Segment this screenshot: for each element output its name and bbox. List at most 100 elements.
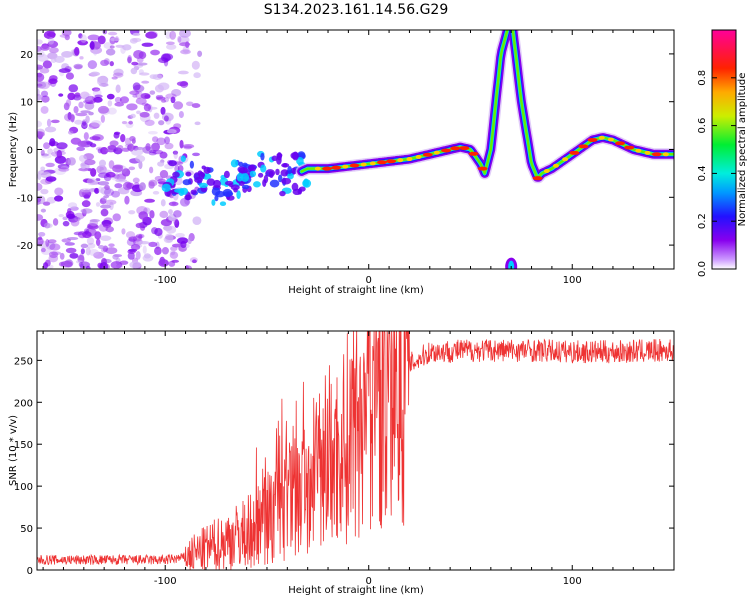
noise-blob <box>148 181 155 189</box>
noise-blob <box>48 251 59 259</box>
ridge-blob <box>296 156 304 165</box>
ridge-hotspot <box>331 165 342 170</box>
figure-title: S134.2023.161.14.56.G29 <box>264 2 449 18</box>
noise-blob <box>143 253 151 259</box>
noise-blob <box>78 167 90 172</box>
noise-blob <box>54 155 67 164</box>
noise-blob <box>45 239 50 247</box>
noise-blob <box>160 106 166 115</box>
noise-blob <box>110 37 120 42</box>
noise-blob <box>41 95 50 103</box>
noise-blob <box>120 133 126 143</box>
noise-blob <box>132 32 141 36</box>
noise-blob <box>89 40 95 50</box>
noise-blob <box>84 96 97 105</box>
ridge-blob <box>222 188 233 198</box>
noise-blob <box>97 76 102 85</box>
noise-blob <box>61 63 70 70</box>
ridge-blob <box>257 172 264 178</box>
noise-blob <box>87 60 98 70</box>
ridge-blob <box>292 151 299 161</box>
noise-blob <box>98 159 107 167</box>
noise-blob <box>98 223 109 232</box>
noise-blob <box>115 84 121 93</box>
noise-blob <box>97 181 110 186</box>
noise-blob <box>132 82 141 91</box>
noise-blob <box>99 262 109 269</box>
ridge-blob <box>198 171 205 180</box>
noise-blob <box>67 202 78 209</box>
noise-blob <box>158 259 169 267</box>
ridge-blob <box>206 178 216 186</box>
noise-blob <box>44 259 51 267</box>
noise-blob <box>100 208 109 217</box>
ridge-blob <box>287 166 292 175</box>
noise-blob <box>138 241 150 245</box>
noise-blob <box>166 129 177 134</box>
noise-blob <box>58 213 64 218</box>
ridge-blob <box>297 151 306 159</box>
noise-blob <box>169 30 177 40</box>
noise-blob <box>135 155 146 163</box>
ridge-blob <box>282 163 288 168</box>
ridge-blob <box>224 180 234 186</box>
snr-axes: -100 0 100 0 50 100 150 200 250 <box>14 331 675 587</box>
noise-blob <box>50 119 60 124</box>
noise-blob <box>65 247 77 254</box>
noise-blob <box>172 150 179 155</box>
noise-blob <box>158 120 165 126</box>
noise-blob <box>104 199 117 205</box>
ridge-hotspot <box>360 162 367 167</box>
ridge-blob <box>275 168 280 176</box>
noise-blob <box>187 237 192 245</box>
noise-blob <box>37 39 43 45</box>
noise-blob <box>85 247 91 256</box>
noise-blob <box>115 178 128 183</box>
noise-blob <box>39 68 50 74</box>
noise-blob <box>65 99 72 107</box>
noise-blob <box>97 105 109 114</box>
noise-blob <box>112 72 124 78</box>
noise-blob <box>191 103 201 109</box>
noise-blob <box>144 119 155 126</box>
noise-blob <box>170 249 176 256</box>
y-tick-label: 10 <box>20 98 33 109</box>
ridge-blob <box>260 152 265 161</box>
ridge-blob <box>180 155 186 162</box>
noise-blob <box>153 112 160 119</box>
ridge-blob <box>287 172 294 180</box>
noise-blob <box>98 172 110 179</box>
noise-blob <box>105 226 114 233</box>
ridge-blob <box>240 172 250 182</box>
noise-blob <box>102 223 112 228</box>
noise-blob <box>40 149 45 156</box>
noise-blob <box>80 188 92 193</box>
noise-blob <box>185 265 192 269</box>
noise-blob <box>161 246 169 255</box>
noise-blob <box>176 81 188 87</box>
noise-blob <box>100 146 109 155</box>
noise-blob <box>37 131 45 138</box>
y-tick-label: 0 <box>27 146 33 157</box>
noise-blob <box>157 82 170 91</box>
noise-blob <box>174 219 180 228</box>
noise-blob <box>78 33 83 39</box>
y-tick-label: 20 <box>20 50 33 61</box>
spectrogram-xlabel: Height of straight line (km) <box>288 285 424 296</box>
noise-blob <box>168 209 173 215</box>
noise-blob <box>148 152 157 156</box>
noise-blob <box>157 161 165 167</box>
noise-blob <box>77 140 87 147</box>
x-tick-label: 100 <box>563 275 582 286</box>
noise-blob <box>141 42 154 47</box>
noise-blob <box>150 49 160 56</box>
noise-blob <box>168 260 176 267</box>
noise-blob <box>82 93 93 102</box>
noise-blob <box>180 49 191 55</box>
ridge-blob <box>223 170 230 179</box>
y-tick-label: 100 <box>14 482 33 493</box>
noise-blob <box>81 200 91 208</box>
noise-blob <box>56 149 62 159</box>
noise-blob <box>67 157 76 166</box>
